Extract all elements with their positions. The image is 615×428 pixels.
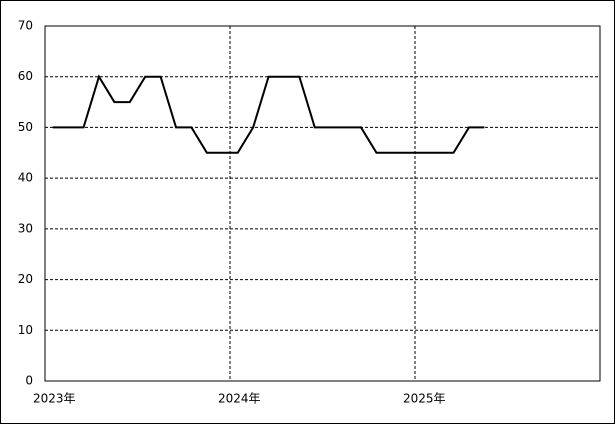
y-tick-label: 10 — [18, 323, 33, 337]
y-tick-label: 70 — [18, 19, 33, 33]
y-tick-label: 0 — [25, 374, 33, 388]
line — [52, 74, 485, 154]
y-tick-label: 60 — [18, 69, 33, 83]
y-tick-label: 20 — [18, 272, 33, 286]
x-tick-label: 2025年 — [403, 392, 446, 406]
x-tick-label: 2023年 — [33, 392, 76, 406]
x-tick-label: 2024年 — [218, 392, 261, 406]
y-tick-label: 40 — [18, 171, 33, 185]
y-tick-label: 30 — [18, 221, 33, 235]
y-tick-label: 50 — [18, 120, 33, 134]
plot-area — [44, 25, 601, 382]
